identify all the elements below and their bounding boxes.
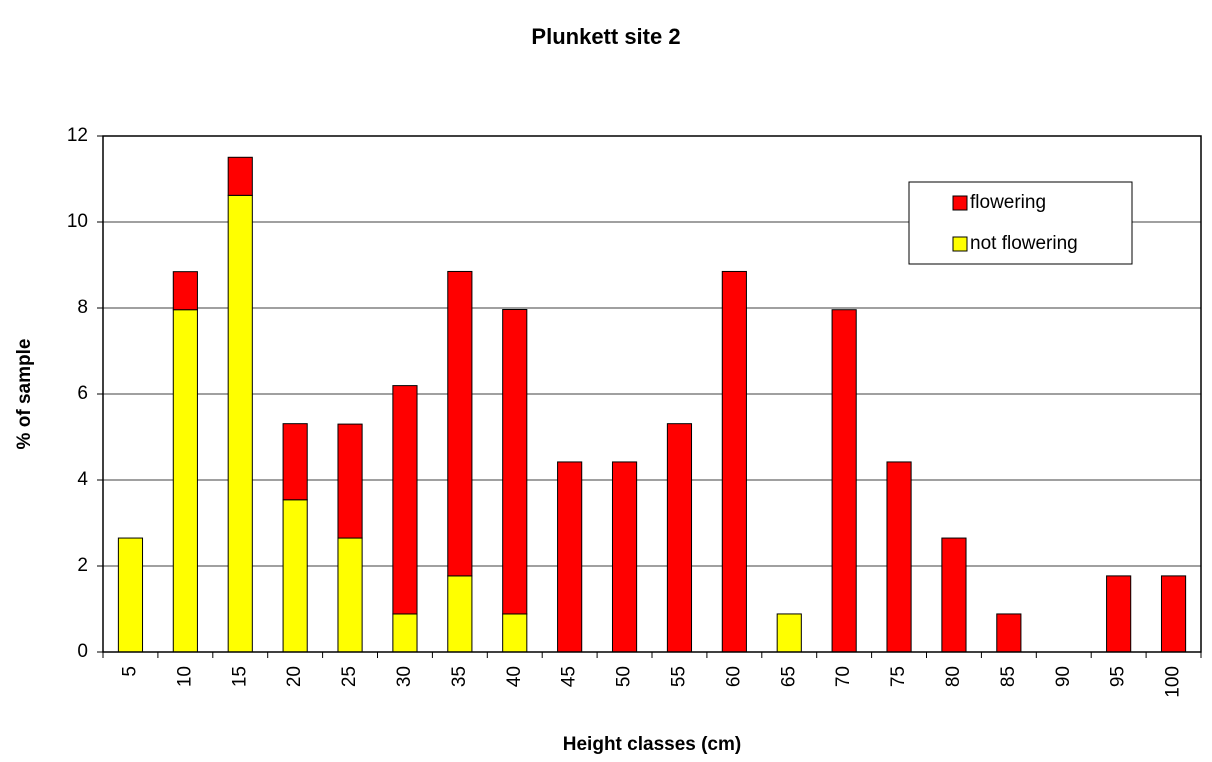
bar-segment bbox=[227, 156, 253, 196]
x-tick-label: 10 bbox=[174, 666, 195, 687]
y-axis-title: % of sample bbox=[14, 339, 35, 450]
y-tick-label: 12 bbox=[67, 125, 88, 146]
legend-label: flowering bbox=[970, 192, 1046, 213]
bar-segment bbox=[337, 423, 363, 539]
bar-segment bbox=[447, 270, 473, 577]
x-tick-label: 30 bbox=[394, 666, 415, 687]
bar-segment bbox=[721, 270, 747, 653]
x-tick-label: 75 bbox=[888, 666, 909, 687]
legend-box bbox=[908, 181, 1133, 265]
x-tick-label: 15 bbox=[229, 666, 250, 687]
bar-segment bbox=[611, 461, 638, 653]
bar-segment bbox=[117, 537, 144, 653]
y-tick-label: 0 bbox=[77, 641, 88, 662]
bar-segment bbox=[886, 461, 912, 653]
x-tick-label: 5 bbox=[119, 666, 140, 677]
x-tick-label: 90 bbox=[1053, 666, 1074, 687]
bar-segment bbox=[502, 613, 528, 653]
bar-segment bbox=[666, 423, 693, 653]
legend-swatch bbox=[952, 236, 968, 252]
bar-segment bbox=[1160, 575, 1187, 653]
x-tick-label: 50 bbox=[614, 666, 635, 687]
x-tick-label: 55 bbox=[668, 666, 689, 687]
x-tick-label: 20 bbox=[284, 666, 305, 687]
legend-label: not flowering bbox=[970, 233, 1078, 254]
bar-segment bbox=[502, 309, 528, 615]
plot-border bbox=[102, 135, 1202, 653]
bar-segment bbox=[282, 423, 308, 501]
y-tick-label: 10 bbox=[67, 211, 88, 232]
x-tick-label: 100 bbox=[1163, 666, 1184, 698]
bar-segment bbox=[392, 613, 418, 653]
legend-swatch bbox=[952, 195, 968, 211]
x-axis-title: Height classes (cm) bbox=[563, 734, 741, 755]
x-tick-label: 35 bbox=[449, 666, 470, 687]
bar-segment bbox=[172, 271, 198, 311]
bar-segment bbox=[557, 461, 583, 653]
bar-segment bbox=[941, 537, 967, 653]
x-tick-label: 95 bbox=[1108, 666, 1129, 687]
bar-segment bbox=[447, 575, 473, 653]
x-tick-label: 65 bbox=[778, 666, 799, 687]
x-tick-label: 80 bbox=[943, 666, 964, 687]
chart-title: Plunkett site 2 bbox=[531, 24, 680, 49]
x-tick-label: 45 bbox=[559, 666, 580, 687]
bar-segment bbox=[172, 309, 198, 653]
bar-segment bbox=[282, 499, 308, 653]
x-tick-label: 40 bbox=[504, 666, 525, 687]
y-tick-label: 8 bbox=[77, 297, 88, 318]
bar-segment bbox=[831, 309, 857, 653]
y-tick-label: 2 bbox=[77, 555, 88, 576]
y-tick-label: 6 bbox=[77, 383, 88, 404]
x-tick-label: 70 bbox=[833, 666, 854, 687]
x-tick-label: 60 bbox=[723, 666, 744, 687]
x-tick-label: 85 bbox=[998, 666, 1019, 687]
bar-segment bbox=[337, 537, 363, 653]
x-tick-label: 25 bbox=[339, 666, 360, 687]
bar-segment bbox=[776, 613, 802, 653]
bar-segment bbox=[996, 613, 1022, 653]
bar-segment bbox=[392, 385, 418, 615]
y-tick-label: 4 bbox=[77, 469, 88, 490]
bar-segment bbox=[1106, 575, 1132, 653]
bar-segment bbox=[227, 194, 253, 653]
